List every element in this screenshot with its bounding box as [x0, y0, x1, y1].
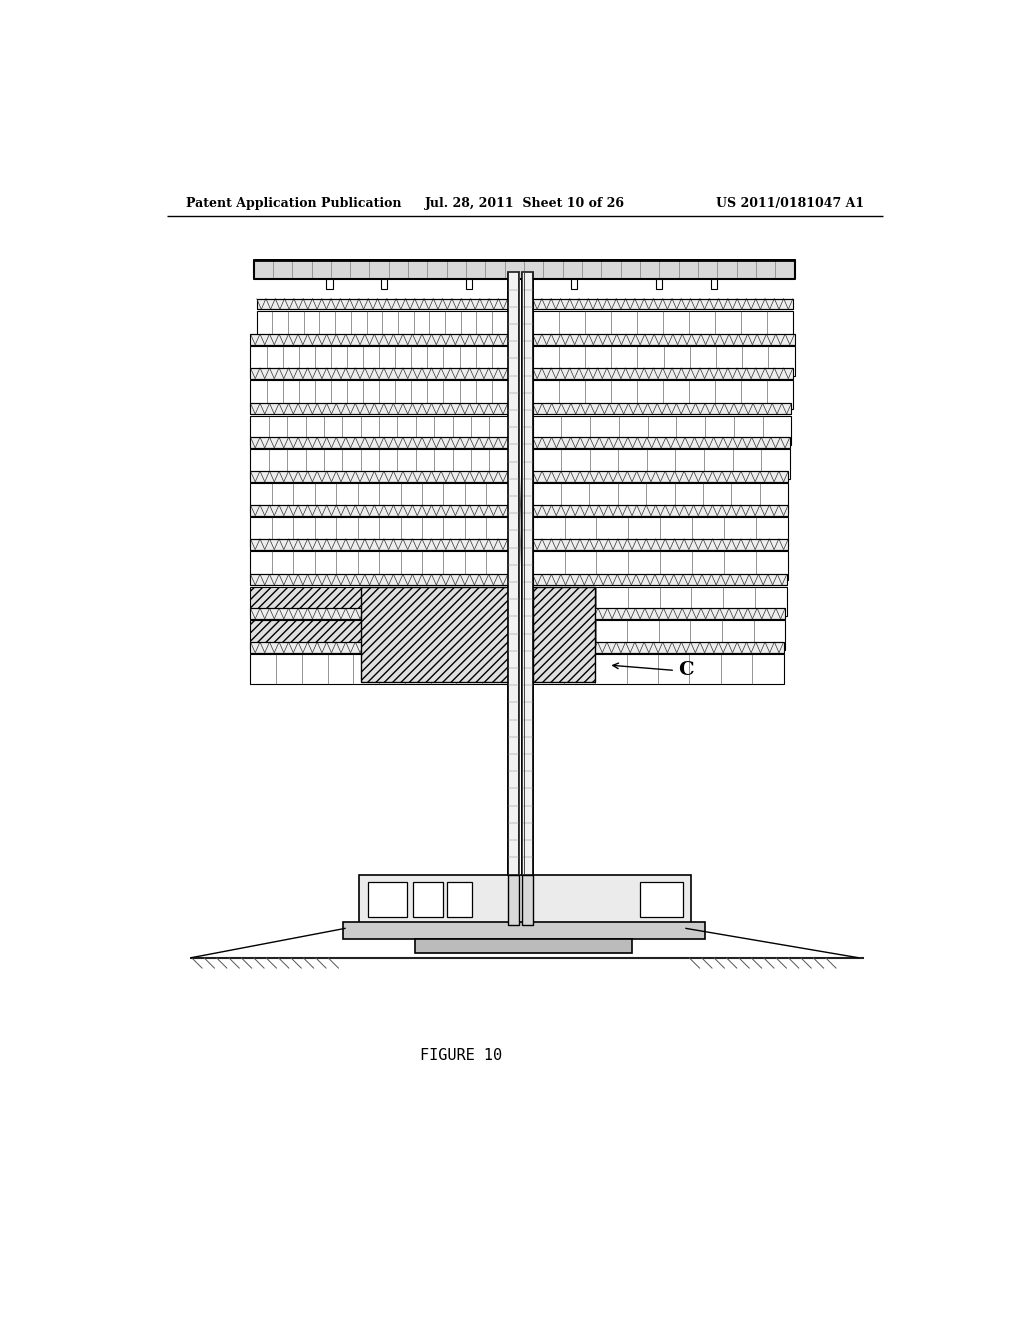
Bar — [570, 279, 577, 289]
Bar — [381, 279, 387, 289]
Bar — [251, 471, 508, 482]
Bar — [532, 471, 788, 482]
Bar — [251, 574, 508, 585]
Bar — [532, 449, 790, 479]
Bar — [251, 404, 508, 414]
Text: US 2011/0181047 A1: US 2011/0181047 A1 — [716, 197, 864, 210]
Bar — [251, 642, 508, 653]
Bar — [508, 272, 518, 874]
Text: Patent Application Publication: Patent Application Publication — [186, 197, 401, 210]
Bar — [251, 620, 508, 649]
Bar — [251, 586, 508, 615]
Bar — [532, 437, 790, 447]
Bar — [532, 539, 788, 549]
Bar — [251, 346, 508, 376]
Bar — [251, 483, 508, 512]
Text: FIGURE 10: FIGURE 10 — [420, 1048, 503, 1063]
Bar — [251, 380, 508, 409]
Bar — [532, 346, 795, 376]
Bar — [532, 380, 793, 409]
Bar — [532, 298, 793, 309]
Bar — [414, 882, 442, 917]
Bar — [532, 517, 788, 546]
Bar — [251, 506, 508, 516]
Bar — [327, 279, 333, 289]
Bar — [369, 882, 407, 917]
Bar — [251, 416, 508, 445]
Bar — [711, 279, 717, 289]
Bar — [343, 923, 705, 940]
Bar — [360, 586, 508, 682]
Bar — [254, 260, 795, 279]
Bar — [251, 552, 508, 581]
Bar — [521, 874, 532, 924]
Bar — [521, 272, 532, 874]
Bar — [532, 586, 786, 615]
Bar — [251, 655, 508, 684]
Text: C: C — [678, 661, 694, 680]
Bar — [521, 272, 532, 874]
Bar — [466, 279, 472, 289]
Bar — [251, 368, 508, 379]
Bar — [532, 642, 783, 653]
Bar — [532, 552, 788, 581]
Bar — [508, 874, 518, 924]
Bar — [532, 609, 785, 619]
Bar — [640, 882, 683, 917]
Bar — [532, 655, 783, 684]
Bar — [508, 272, 518, 874]
Bar — [447, 882, 472, 917]
Bar — [257, 312, 508, 341]
Bar — [532, 416, 792, 445]
Bar — [655, 279, 662, 289]
Bar — [532, 506, 788, 516]
Bar — [251, 437, 508, 447]
Bar — [251, 334, 508, 345]
Bar — [251, 449, 508, 479]
Bar — [532, 404, 792, 414]
Bar — [532, 334, 795, 345]
Bar — [532, 586, 595, 682]
Text: Jul. 28, 2011  Sheet 10 of 26: Jul. 28, 2011 Sheet 10 of 26 — [425, 197, 625, 210]
Bar — [532, 368, 793, 379]
Bar — [359, 874, 690, 924]
Bar — [532, 574, 786, 585]
Bar — [532, 620, 785, 649]
Bar — [532, 483, 788, 512]
Bar — [251, 609, 508, 619]
Bar — [257, 298, 508, 309]
Bar — [415, 940, 632, 953]
Bar — [532, 312, 793, 341]
Bar — [251, 539, 508, 549]
Bar — [251, 517, 508, 546]
